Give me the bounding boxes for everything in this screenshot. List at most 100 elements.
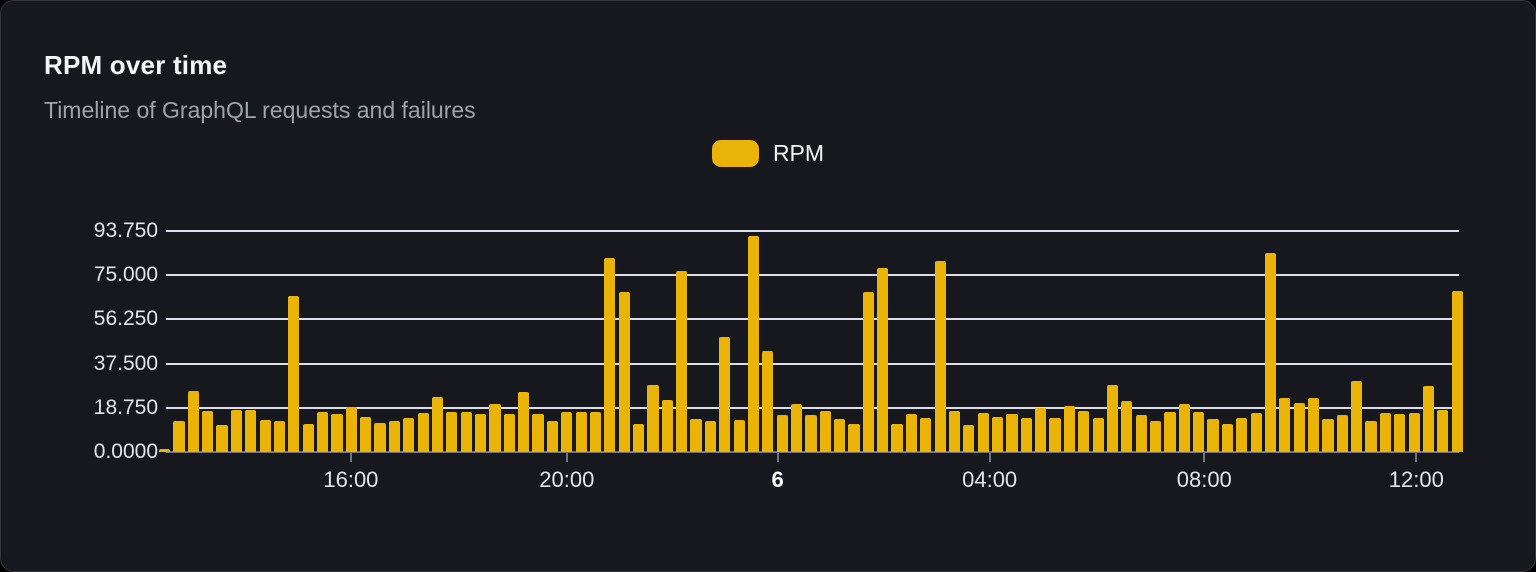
bar[interactable] [589, 411, 602, 452]
bar[interactable] [259, 420, 271, 452]
bar[interactable] [1336, 415, 1348, 452]
bar[interactable] [1379, 413, 1391, 452]
bar[interactable] [1135, 415, 1147, 452]
bar[interactable] [618, 291, 630, 452]
bar[interactable] [273, 421, 286, 452]
bar[interactable] [474, 414, 487, 452]
bar[interactable] [532, 414, 544, 452]
bar[interactable] [345, 407, 357, 452]
bar[interactable] [704, 421, 716, 452]
bar[interactable] [302, 423, 314, 452]
bar[interactable] [1293, 402, 1305, 452]
bar[interactable] [747, 236, 760, 452]
bar[interactable] [202, 410, 214, 452]
x-tick-mark [565, 453, 568, 462]
bar[interactable] [230, 409, 242, 452]
bar[interactable] [460, 411, 472, 452]
bar[interactable] [417, 413, 429, 452]
x-tick-mark [349, 453, 352, 462]
bar[interactable] [1394, 414, 1406, 452]
bar[interactable] [245, 409, 257, 452]
bar[interactable] [834, 419, 846, 452]
bar[interactable] [1049, 417, 1061, 452]
bar[interactable] [187, 390, 199, 452]
bar[interactable] [1020, 417, 1032, 452]
bar[interactable] [1279, 397, 1291, 452]
bar[interactable] [1121, 401, 1133, 452]
bar[interactable] [374, 422, 386, 452]
plot-area [159, 230, 1463, 453]
bar[interactable] [316, 411, 329, 452]
bar[interactable] [1221, 423, 1234, 452]
bar[interactable] [1006, 414, 1018, 452]
bar[interactable] [1250, 413, 1262, 452]
bar[interactable] [1236, 417, 1248, 452]
bar[interactable] [1106, 384, 1119, 452]
bar[interactable] [977, 413, 989, 452]
bar[interactable] [561, 411, 573, 452]
bar[interactable] [216, 424, 228, 452]
bar[interactable] [719, 336, 731, 452]
bar[interactable] [575, 411, 587, 452]
bar[interactable] [360, 416, 372, 452]
bar[interactable] [733, 420, 745, 452]
bar[interactable] [862, 291, 874, 452]
bar[interactable] [1408, 413, 1420, 452]
bar[interactable] [1178, 403, 1190, 452]
bar[interactable] [1078, 410, 1090, 452]
bar[interactable] [992, 416, 1004, 452]
bar[interactable] [331, 414, 343, 452]
bar[interactable] [518, 391, 530, 452]
bar[interactable] [1092, 417, 1104, 452]
bar[interactable] [762, 350, 774, 452]
bar[interactable] [661, 400, 673, 452]
bar[interactable] [431, 396, 444, 452]
bar[interactable] [403, 417, 415, 452]
bar[interactable] [1351, 381, 1363, 452]
bar[interactable] [1422, 386, 1435, 452]
bar[interactable] [805, 415, 817, 452]
bar[interactable] [632, 423, 645, 452]
bar[interactable] [1451, 290, 1463, 452]
bar[interactable] [503, 414, 515, 452]
x-axis-label: 20:00 [539, 467, 595, 492]
bar[interactable] [690, 419, 702, 452]
bar[interactable] [1207, 419, 1219, 452]
bar[interactable] [604, 257, 616, 452]
bar[interactable] [905, 414, 918, 452]
x-tick-mark [1203, 453, 1206, 462]
bar[interactable] [546, 421, 558, 452]
bar[interactable] [1063, 406, 1076, 452]
bar[interactable] [776, 415, 788, 452]
bar[interactable] [388, 421, 400, 452]
bar[interactable] [1308, 397, 1320, 452]
bar[interactable] [489, 403, 501, 452]
bar[interactable] [790, 403, 803, 452]
bar[interactable] [1365, 421, 1377, 452]
bar[interactable] [891, 423, 903, 452]
bar[interactable] [848, 423, 860, 452]
bar[interactable] [877, 268, 889, 452]
bar[interactable] [934, 261, 946, 452]
chart-legend: RPM [1, 140, 1535, 167]
bar[interactable] [920, 417, 932, 452]
bar[interactable] [1193, 411, 1205, 452]
bar[interactable] [173, 421, 185, 452]
bar[interactable] [1035, 408, 1047, 452]
bar[interactable] [948, 410, 961, 452]
bar[interactable] [819, 410, 831, 452]
gridline [166, 274, 1459, 277]
bar[interactable] [288, 296, 300, 452]
bar[interactable] [963, 424, 975, 452]
bar[interactable] [676, 270, 688, 452]
bar[interactable] [446, 411, 458, 452]
bar[interactable] [1164, 411, 1176, 452]
bar[interactable] [1322, 419, 1334, 452]
bar[interactable] [1437, 409, 1449, 452]
bar[interactable] [1264, 252, 1277, 452]
legend-swatch-rpm[interactable] [711, 140, 759, 167]
bar[interactable] [1150, 421, 1162, 452]
bar[interactable] [159, 449, 171, 452]
bar[interactable] [647, 384, 659, 452]
legend-label-rpm[interactable]: RPM [772, 140, 825, 166]
